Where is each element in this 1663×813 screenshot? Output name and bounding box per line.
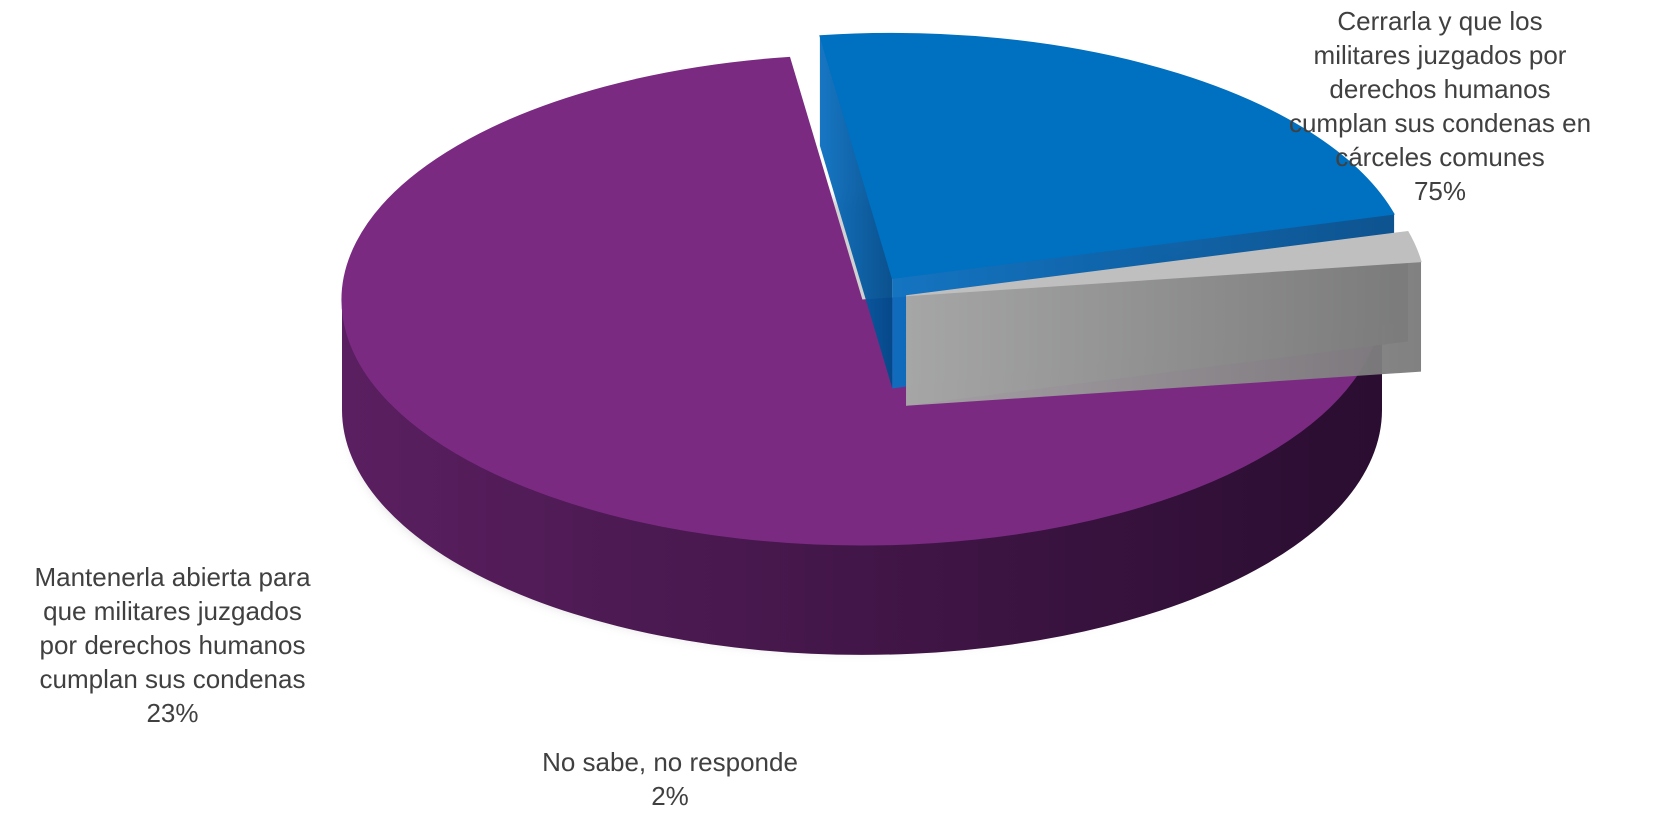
percent-label: 2% — [651, 781, 689, 811]
pie-slice-no-sabe — [906, 230, 1422, 406]
label-line: cárceles comunes — [1335, 142, 1545, 172]
slice-label-mantenerla: Mantenerla abierta para que militares ju… — [0, 560, 345, 730]
label-line: No sabe, no responde — [542, 747, 798, 777]
percent-label: 75% — [1413, 176, 1467, 206]
label-line: militares juzgados por — [1313, 40, 1567, 70]
label-line: cumplan sus condenas en — [1288, 108, 1592, 138]
percent-label: 23% — [146, 698, 199, 728]
slice-label-cerrarla: Cerrarla y que los militares juzgados po… — [1250, 4, 1630, 208]
label-line: derechos humanos — [1329, 74, 1551, 104]
slice-label-no-sabe: No sabe, no responde 2% — [470, 745, 870, 813]
label-line: Mantenerla abierta para — [34, 562, 311, 592]
label-line: que militares juzgados — [43, 596, 302, 626]
label-line: por derechos humanos — [39, 630, 306, 660]
label-line: Cerrarla y que los — [1337, 6, 1543, 36]
label-line: cumplan sus condenas — [39, 664, 306, 694]
